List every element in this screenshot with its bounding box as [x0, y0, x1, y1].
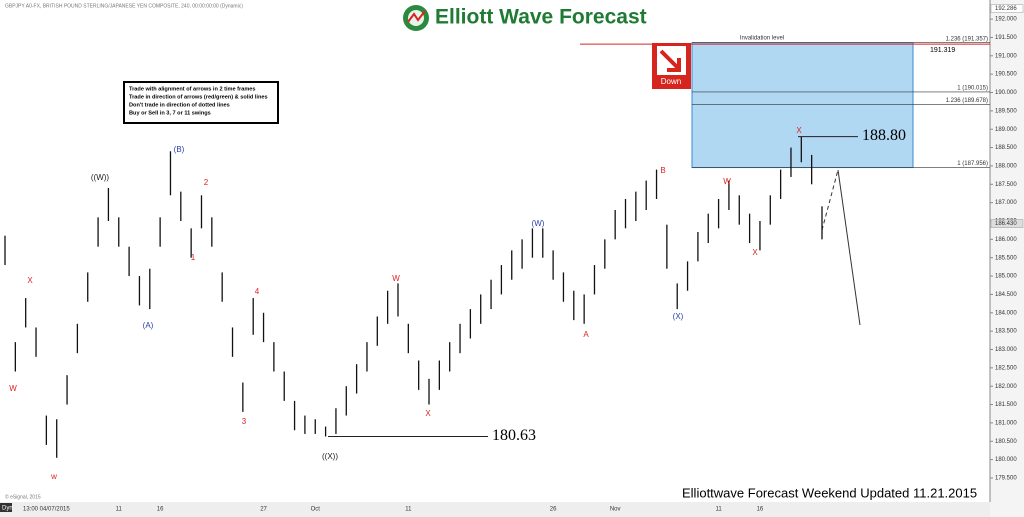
- signal-arrow: [659, 49, 681, 72]
- x-tick-label: 16: [757, 507, 764, 513]
- wave-label: X: [425, 409, 431, 418]
- y-tick-label: 186.000: [995, 237, 1017, 243]
- brand: Elliott Wave Forecast: [435, 6, 647, 29]
- level-label: 1.236 (191.357): [946, 36, 988, 42]
- wave-label: 1: [191, 253, 196, 262]
- projection-dotted: [821, 169, 839, 231]
- rule: Trade in direction of arrows (red/green)…: [129, 94, 268, 100]
- interval: Dyn: [2, 506, 13, 512]
- x-tick-label: 16: [157, 507, 164, 513]
- copyright: © eSignal, 2015: [5, 493, 41, 500]
- price-tag-label: 186.430: [995, 221, 1017, 227]
- y-tick-label: 191.000: [995, 53, 1017, 59]
- price-tag-label: 192.286: [995, 6, 1017, 12]
- wave-label: 2: [204, 178, 209, 187]
- x-tick-label: 11: [116, 507, 123, 513]
- invalidation-label: Invalidation level: [740, 36, 784, 42]
- y-tick-label: 190.000: [995, 90, 1017, 96]
- wave-label: W: [9, 384, 17, 393]
- rule: Buy or Sell in 3, 7 or 11 swings: [129, 110, 211, 116]
- x-tick-label: 13:00 04/07/2015: [23, 507, 70, 513]
- x-tick-label: Oct: [311, 507, 321, 513]
- y-tick-label: 182.000: [995, 384, 1017, 390]
- target-zone: [691, 42, 914, 169]
- rules-box: [123, 81, 279, 124]
- wave-label: ((W)): [91, 173, 110, 182]
- wave-label: X: [796, 126, 802, 135]
- level-label: 1.236 (189.678): [946, 98, 988, 104]
- wave-label: B: [660, 166, 665, 175]
- price-tag: [990, 219, 1024, 228]
- y-tick-label: 180.000: [995, 457, 1017, 463]
- y-tick-label: 185.000: [995, 274, 1017, 280]
- y-tick-label: 179.500: [995, 476, 1017, 482]
- y-tick-label: 184.000: [995, 310, 1017, 316]
- wave-label: w: [50, 472, 57, 481]
- projection-solid: [837, 169, 861, 326]
- wave-label: (B): [174, 145, 185, 154]
- wave-label: (W): [532, 219, 545, 228]
- price-tag: [990, 4, 1024, 13]
- footer: Elliottwave Forecast Weekend Updated 11.…: [682, 485, 977, 500]
- x-tick-label: 26: [550, 507, 557, 513]
- price-bars: [4, 136, 823, 458]
- y-tick-label: 189.500: [995, 108, 1017, 114]
- y-tick-label: 188.000: [995, 164, 1017, 170]
- wave-label: ((X)): [322, 452, 338, 461]
- y-axis-strip: [990, 0, 1024, 517]
- level-label: 1 (190.015): [957, 86, 988, 92]
- wave-label: A: [583, 330, 589, 339]
- x-axis-strip: [0, 502, 990, 517]
- x-tick-label: 27: [260, 507, 267, 513]
- x-tick-label: 11: [715, 507, 722, 513]
- y-tick-label: 184.500: [995, 292, 1017, 298]
- y-tick-label: 189.000: [995, 127, 1017, 133]
- symbol: GBPJPY A0-FX, BRITISH POUND STERLING/JAP…: [5, 3, 243, 9]
- price-mark-label: 188.80: [862, 127, 906, 144]
- level-label: 1 (187.956): [957, 161, 988, 167]
- y-tick-label: 181.500: [995, 402, 1017, 408]
- y-tick-label: 187.000: [995, 200, 1017, 206]
- y-tick-label: 183.000: [995, 347, 1017, 353]
- wave-label: X: [752, 248, 758, 257]
- y-tick-label: 182.500: [995, 365, 1017, 371]
- x-tick-label: Nov: [610, 507, 621, 513]
- signal-label: Down: [661, 77, 681, 86]
- rule: Trade with alignment of arrows in 2 time…: [129, 86, 256, 92]
- wave-label: 3: [242, 417, 247, 426]
- interval-box: [0, 503, 12, 512]
- y-tick-label: 192.000: [995, 17, 1017, 23]
- rule: Don't trade in direction of dotted lines: [129, 102, 230, 108]
- wave-label: X: [27, 276, 33, 285]
- y-tick-label: 187.500: [995, 182, 1017, 188]
- x-tick-label: 11: [405, 507, 412, 513]
- y-tick-label: 183.500: [995, 329, 1017, 335]
- y-tick-label: 188.500: [995, 145, 1017, 151]
- y-tick-label: 185.500: [995, 255, 1017, 261]
- logo-box: [398, 1, 662, 35]
- wave-labels: X W w ((W)) (A) (B) 2 1 4 3 ((X)) W X (W…: [9, 126, 802, 481]
- y-tick-label: 180.500: [995, 439, 1017, 445]
- wave-label: 4: [255, 287, 260, 296]
- wave-label: W: [723, 177, 731, 186]
- y-tick-label: 190.500: [995, 72, 1017, 78]
- price-mark-label: 180.63: [492, 427, 536, 444]
- wave-label: W: [392, 274, 400, 283]
- wave-label: (X): [673, 312, 684, 321]
- y-tick-label: 181.000: [995, 420, 1017, 426]
- logo-icon: [407, 10, 426, 23]
- y-tick-label: 191.500: [995, 35, 1017, 41]
- wave-label: (A): [143, 321, 154, 330]
- invalidation-value: 191.319: [930, 47, 955, 54]
